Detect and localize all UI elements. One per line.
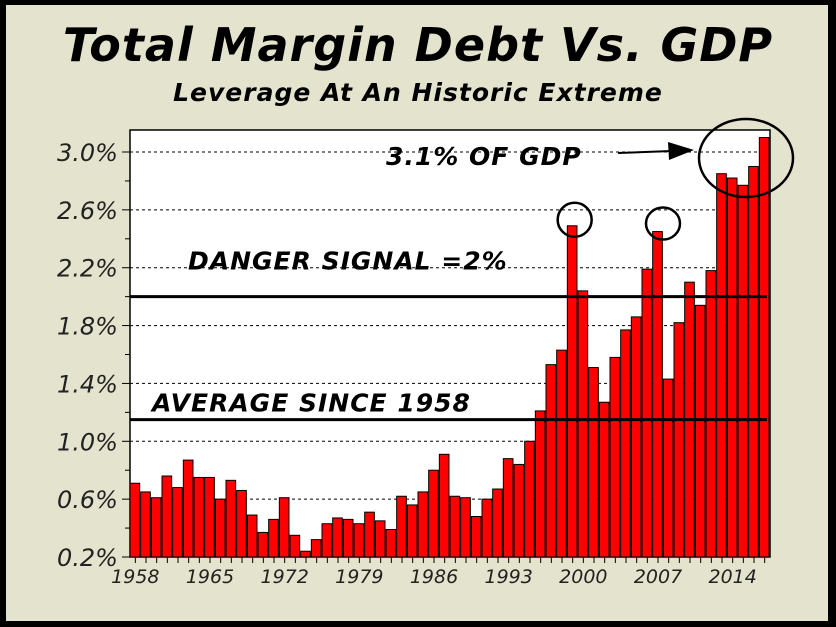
bar-1989 bbox=[460, 497, 471, 558]
y-tick-label: 1.4% bbox=[57, 370, 118, 398]
bar-2006 bbox=[641, 268, 653, 558]
bar-1985 bbox=[417, 491, 429, 558]
bar-2016 bbox=[748, 165, 759, 558]
bar-2008 bbox=[662, 378, 674, 558]
bar-1998 bbox=[556, 349, 567, 558]
y-tick-label: 1.0% bbox=[57, 428, 118, 456]
x-tick-label: 1979 bbox=[335, 566, 383, 588]
bar-1972 bbox=[278, 497, 290, 558]
bar-1997 bbox=[545, 364, 557, 558]
bar-1994 bbox=[513, 463, 525, 558]
bar-1974 bbox=[300, 550, 311, 558]
bar-1986 bbox=[428, 469, 439, 558]
bar-2013 bbox=[716, 173, 727, 558]
average-label: AVERAGE SINCE 1958 bbox=[150, 389, 471, 418]
bar-1971 bbox=[268, 518, 279, 558]
gdp-annotation: 3.1% OF GDP bbox=[386, 142, 582, 171]
y-tick-label: 0.2% bbox=[57, 544, 118, 572]
bar-2015 bbox=[737, 184, 749, 558]
x-tick-label: 1958 bbox=[111, 566, 159, 588]
y-tick-label: 2.2% bbox=[57, 255, 118, 283]
bar-1968 bbox=[236, 489, 247, 558]
bar-1976 bbox=[321, 523, 333, 558]
bar-2012 bbox=[705, 270, 717, 558]
bar-1995 bbox=[524, 440, 535, 558]
bar-1988 bbox=[449, 495, 461, 558]
bar-2004 bbox=[620, 329, 631, 558]
bar-1999 bbox=[566, 225, 578, 558]
bar-2011 bbox=[694, 304, 706, 558]
y-tick-label: 1.8% bbox=[57, 313, 118, 341]
x-tick-label: 2014 bbox=[708, 566, 756, 588]
bar-2017 bbox=[758, 137, 770, 558]
arrow-head-icon bbox=[668, 142, 694, 160]
x-tick-label: 1972 bbox=[260, 566, 308, 588]
bar-2002 bbox=[598, 401, 610, 558]
bar-1984 bbox=[406, 504, 418, 558]
bar-1963 bbox=[182, 459, 194, 558]
bar-1965 bbox=[204, 476, 215, 558]
highlight-circle-2007 bbox=[644, 206, 682, 241]
bar-2005 bbox=[630, 316, 642, 558]
bar-1958 bbox=[129, 482, 141, 558]
bar-2001 bbox=[588, 367, 599, 558]
bar-1959 bbox=[140, 491, 151, 558]
bar-1961 bbox=[161, 475, 173, 558]
bar-1978 bbox=[342, 518, 354, 558]
bar-1977 bbox=[332, 517, 343, 558]
bar-2007 bbox=[652, 231, 663, 558]
bar-1960 bbox=[150, 497, 162, 558]
y-tick-label: 2.6% bbox=[57, 197, 118, 225]
bar-1966 bbox=[214, 498, 226, 558]
bar-1982 bbox=[385, 529, 397, 558]
bar-1970 bbox=[257, 531, 269, 558]
bar-2014 bbox=[726, 177, 738, 558]
bar-1975 bbox=[310, 539, 322, 558]
highlight-circle-1999 bbox=[556, 201, 593, 239]
chart-title: Total Margin Debt Vs. GDP bbox=[62, 18, 774, 72]
x-tick-label: 1993 bbox=[484, 566, 532, 588]
bar-2000 bbox=[577, 290, 589, 558]
bar-1993 bbox=[502, 458, 514, 558]
bar-2009 bbox=[673, 322, 685, 558]
x-tick-label: 2000 bbox=[559, 566, 607, 588]
bar-1992 bbox=[492, 488, 503, 558]
bar-1967 bbox=[225, 479, 237, 558]
bar-1996 bbox=[534, 410, 546, 558]
highlight-circle-recent bbox=[697, 117, 795, 199]
bar-1990 bbox=[470, 516, 482, 558]
y-tick-label: 3.0% bbox=[57, 139, 118, 167]
bar-1979 bbox=[353, 523, 365, 558]
bar-1980 bbox=[364, 511, 375, 558]
bar-1983 bbox=[396, 495, 407, 558]
bar-2003 bbox=[609, 356, 621, 558]
y-tick-label: 0.6% bbox=[57, 486, 118, 514]
bar-1964 bbox=[193, 476, 205, 558]
bar-1981 bbox=[374, 520, 386, 558]
x-tick-label: 2007 bbox=[634, 566, 682, 588]
bar-1991 bbox=[481, 498, 493, 558]
chart-subtitle: Leverage At An Historic Extreme bbox=[173, 78, 663, 107]
bar-1987 bbox=[438, 453, 450, 558]
danger-label: DANGER SIGNAL =2% bbox=[188, 247, 508, 276]
x-tick-label: 1986 bbox=[410, 566, 458, 588]
bar-1962 bbox=[172, 487, 183, 558]
bar-1969 bbox=[246, 514, 258, 558]
arrow-shaft bbox=[617, 150, 673, 154]
bar-1973 bbox=[289, 534, 301, 558]
x-tick-label: 1965 bbox=[186, 566, 234, 588]
